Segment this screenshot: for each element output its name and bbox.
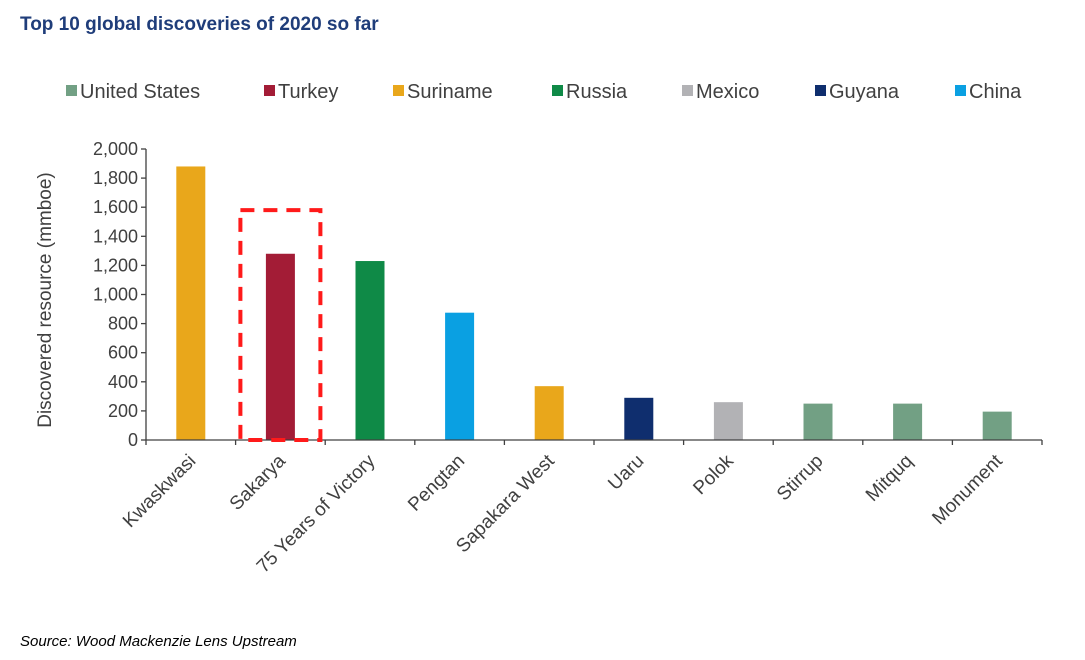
y-tick-label: 1,400 xyxy=(93,226,138,246)
bar-monument xyxy=(982,411,1012,440)
highlight-dashed-box xyxy=(238,208,323,442)
x-tick-label: Stirrup xyxy=(773,451,827,505)
x-tick-label: Polok xyxy=(689,450,738,499)
bar-75-years-of-victory xyxy=(355,261,385,440)
x-tick-label: Sakarya xyxy=(226,450,290,514)
legend-label: Mexico xyxy=(696,81,759,103)
y-axis-label: Discovered resource (mmboe) xyxy=(35,172,56,428)
legend-swatch-guyana xyxy=(815,85,826,96)
bar-uaru xyxy=(624,397,654,440)
x-tick-label: Kwaskwasi xyxy=(119,451,200,532)
legend-label: Russia xyxy=(566,81,628,103)
y-tick-label: 600 xyxy=(108,343,138,363)
y-tick-label: 0 xyxy=(128,430,138,450)
y-tick-label: 1,800 xyxy=(93,168,138,188)
bar-sapakara-west xyxy=(534,386,564,440)
legend-swatch-china xyxy=(955,85,966,96)
x-tick-label: Monument xyxy=(928,450,1007,529)
legend-label: China xyxy=(969,81,1022,103)
legend-label: Guyana xyxy=(829,81,900,103)
y-tick-label: 400 xyxy=(108,372,138,392)
legend-label: Turkey xyxy=(278,81,338,103)
x-tick-label: Uaru xyxy=(604,451,648,495)
bar-kwaskwasi xyxy=(176,166,206,440)
legend-label: United States xyxy=(80,81,200,103)
chart-title: Top 10 global discoveries of 2020 so far xyxy=(20,14,379,35)
legend-label: Suriname xyxy=(407,81,493,103)
x-tick-label: Pengtan xyxy=(404,451,469,516)
highlight-box xyxy=(238,208,323,442)
y-axis: 0 200 400 600 800 1,000 1,200 1,400 1,600 1,800 2,… xyxy=(93,139,147,450)
y-tick-label: 800 xyxy=(108,314,138,334)
bars xyxy=(176,166,1012,440)
source-note: Source: Wood Mackenzie Lens Upstream xyxy=(20,633,297,650)
x-tick-label: Mitquq xyxy=(862,451,917,506)
bar-stirrup xyxy=(803,403,833,440)
y-tick-label: 1,200 xyxy=(93,255,138,275)
legend-swatch-mexico xyxy=(682,85,693,96)
legend-swatch-united-states xyxy=(66,85,77,96)
y-tick-label: 1,000 xyxy=(93,285,138,305)
legend: United States Turkey Suriname Russia Mexico G… xyxy=(66,81,1022,103)
y-tick-label: 2,000 xyxy=(93,139,138,159)
legend-swatch-suriname xyxy=(393,85,404,96)
bar-polok xyxy=(713,402,743,440)
y-tick-label: 1,600 xyxy=(93,197,138,217)
y-tick-label: 200 xyxy=(108,401,138,421)
bar-pengtan xyxy=(445,312,475,440)
legend-swatch-russia xyxy=(552,85,563,96)
bar-sakarya xyxy=(265,253,295,440)
bar-mitquq xyxy=(893,403,923,440)
legend-swatch-turkey xyxy=(264,85,275,96)
